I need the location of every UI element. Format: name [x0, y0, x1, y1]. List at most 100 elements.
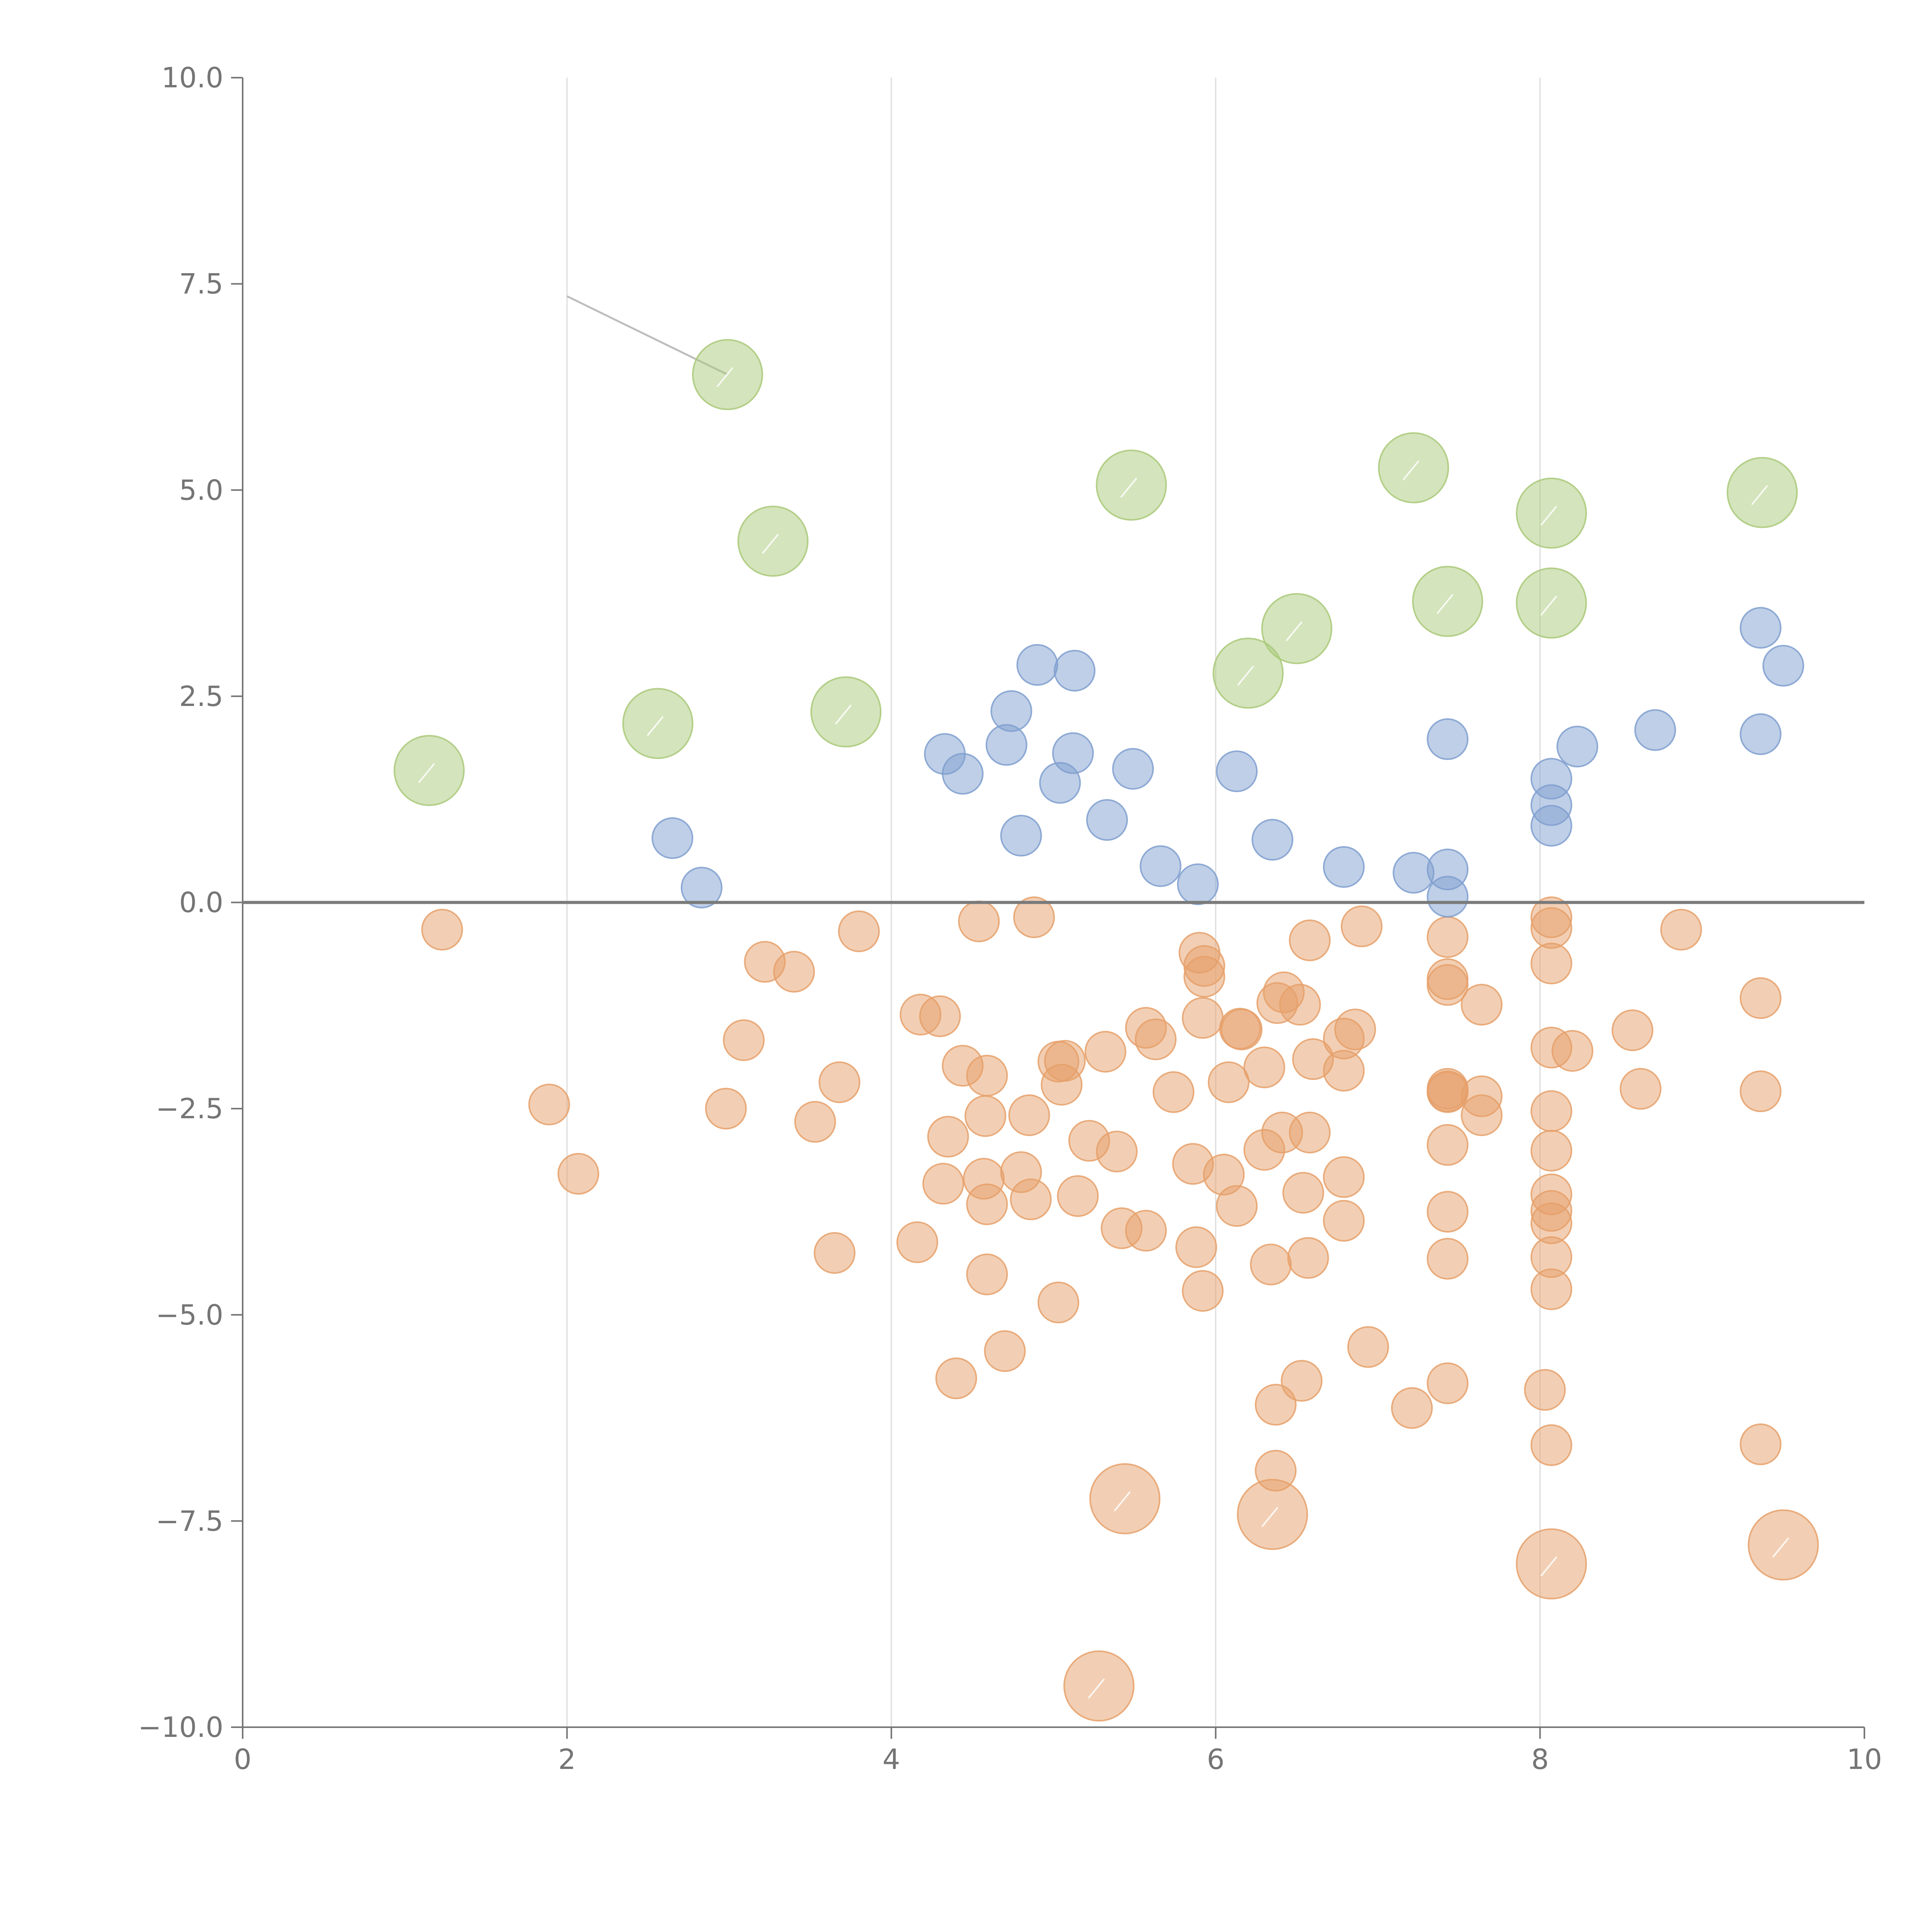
orange-small-point[interactable] — [1461, 984, 1503, 1026]
orange-small-point[interactable] — [984, 1330, 1026, 1372]
orange-small-point[interactable] — [1740, 1070, 1782, 1112]
orange-small-point[interactable] — [1530, 1424, 1572, 1466]
orange-small-point[interactable] — [1125, 1210, 1167, 1252]
blue-small-point[interactable] — [1634, 709, 1676, 751]
orange-small-point[interactable] — [1524, 1369, 1566, 1411]
orange-small-point[interactable] — [1243, 1046, 1286, 1088]
orange-small-point[interactable] — [1287, 1237, 1329, 1279]
orange-small-point[interactable] — [1530, 1268, 1572, 1310]
orange-small-point[interactable] — [1013, 896, 1055, 938]
blue-small-point[interactable] — [680, 867, 723, 909]
orange-small-point[interactable] — [935, 1357, 977, 1400]
orange-small-point[interactable] — [1153, 1071, 1195, 1113]
orange-small-point[interactable] — [1044, 1040, 1086, 1082]
blue-small-point[interactable] — [1556, 726, 1599, 768]
blue-small-point[interactable] — [1427, 718, 1469, 760]
orange-small-point[interactable] — [1289, 919, 1331, 961]
blue-small-point[interactable] — [1216, 750, 1258, 793]
orange-small-point[interactable] — [964, 1095, 1007, 1137]
orange-small-point[interactable] — [1250, 1243, 1292, 1286]
blue-small-point[interactable] — [1177, 863, 1219, 905]
blue-small-point[interactable] — [651, 817, 694, 859]
blue-small-point[interactable] — [1427, 876, 1469, 918]
orange-small-point[interactable] — [1255, 1384, 1297, 1426]
blue-small-point[interactable] — [990, 690, 1032, 732]
orange-small-point[interactable] — [1008, 1094, 1050, 1136]
orange-small-point[interactable] — [927, 1116, 969, 1158]
orange-small-point[interactable] — [773, 951, 815, 993]
orange-small-point[interactable] — [1530, 942, 1572, 985]
orange-small-point[interactable] — [1096, 1131, 1138, 1173]
orange-small-point[interactable] — [1619, 1068, 1662, 1110]
orange-small-point[interactable] — [1323, 1156, 1365, 1198]
orange-small-point[interactable] — [1427, 964, 1469, 1006]
orange-small-point[interactable] — [794, 1101, 836, 1143]
orange-small-point[interactable] — [1084, 1031, 1126, 1073]
orange-small-point[interactable] — [1334, 1009, 1376, 1051]
orange-small-point[interactable] — [966, 1253, 1008, 1296]
orange-small-point[interactable] — [723, 1019, 765, 1061]
orange-small-point[interactable] — [1208, 1061, 1250, 1103]
orange-small-point[interactable] — [1037, 1281, 1080, 1323]
orange-small-point[interactable] — [1740, 977, 1782, 1019]
orange-small-point[interactable] — [1340, 905, 1383, 947]
orange-small-point[interactable] — [528, 1083, 570, 1126]
blue-small-point[interactable] — [1139, 845, 1182, 887]
blue-small-point[interactable] — [1323, 846, 1365, 888]
orange-small-point[interactable] — [1323, 1200, 1365, 1242]
orange-small-point[interactable] — [1530, 1090, 1572, 1132]
orange-small-point[interactable] — [1347, 1326, 1389, 1368]
orange-small-point[interactable] — [1611, 1009, 1653, 1051]
blue-small-point[interactable] — [942, 753, 984, 795]
orange-small-point[interactable] — [1551, 1030, 1594, 1072]
blue-small-point[interactable] — [1000, 815, 1042, 857]
blue-small-point[interactable] — [1252, 819, 1294, 861]
orange-small-point[interactable] — [1175, 1226, 1217, 1268]
orange-small-point[interactable] — [1391, 1387, 1433, 1429]
orange-small-point[interactable] — [966, 1183, 1008, 1225]
orange-small-point[interactable] — [1134, 1018, 1177, 1060]
orange-small-point[interactable] — [1427, 1124, 1469, 1166]
orange-small-point[interactable] — [1216, 1185, 1258, 1227]
orange-small-point[interactable] — [1010, 1178, 1052, 1220]
orange-small-point[interactable] — [896, 1221, 938, 1263]
orange-small-point[interactable] — [919, 995, 961, 1037]
blue-small-point[interactable] — [1052, 732, 1094, 774]
orange-small-point[interactable] — [1530, 907, 1572, 949]
orange-small-point[interactable] — [705, 1088, 747, 1130]
orange-small-point[interactable] — [1740, 1423, 1782, 1465]
orange-small-point[interactable] — [813, 1232, 855, 1274]
orange-small-point[interactable] — [1427, 1238, 1469, 1280]
blue-small-point[interactable] — [1016, 644, 1058, 686]
orange-small-point[interactable] — [1182, 997, 1224, 1039]
orange-small-point[interactable] — [958, 900, 1000, 942]
orange-small-point[interactable] — [818, 1061, 861, 1103]
orange-small-point[interactable] — [1279, 984, 1321, 1026]
orange-small-point[interactable] — [1427, 916, 1469, 958]
orange-small-point[interactable] — [1221, 1009, 1263, 1051]
orange-small-point[interactable] — [1427, 1190, 1469, 1233]
blue-small-point[interactable] — [1530, 804, 1572, 847]
orange-small-point[interactable] — [1183, 956, 1225, 998]
orange-small-point[interactable] — [1182, 1270, 1224, 1312]
blue-small-point[interactable] — [1740, 713, 1782, 755]
blue-small-point[interactable] — [1112, 748, 1154, 790]
orange-small-point[interactable] — [1530, 1129, 1572, 1172]
orange-small-point[interactable] — [838, 910, 880, 952]
blue-small-point[interactable] — [1086, 799, 1128, 841]
orange-small-point[interactable] — [1660, 908, 1702, 951]
orange-small-point[interactable] — [1289, 1112, 1331, 1154]
orange-small-point[interactable] — [922, 1163, 964, 1205]
orange-small-point[interactable] — [1057, 1175, 1099, 1217]
orange-small-point[interactable] — [1461, 1094, 1503, 1136]
orange-small-point[interactable] — [557, 1153, 599, 1195]
blue-small-point[interactable] — [1762, 645, 1804, 687]
orange-small-point[interactable] — [421, 908, 463, 951]
orange-small-point[interactable] — [966, 1054, 1008, 1097]
blue-small-point[interactable] — [1740, 607, 1782, 649]
orange-small-point[interactable] — [1281, 1360, 1323, 1402]
orange-small-point[interactable] — [1427, 1362, 1469, 1404]
orange-small-point[interactable] — [1282, 1172, 1324, 1214]
orange-small-point[interactable] — [1323, 1049, 1365, 1092]
blue-small-point[interactable] — [1054, 650, 1096, 692]
